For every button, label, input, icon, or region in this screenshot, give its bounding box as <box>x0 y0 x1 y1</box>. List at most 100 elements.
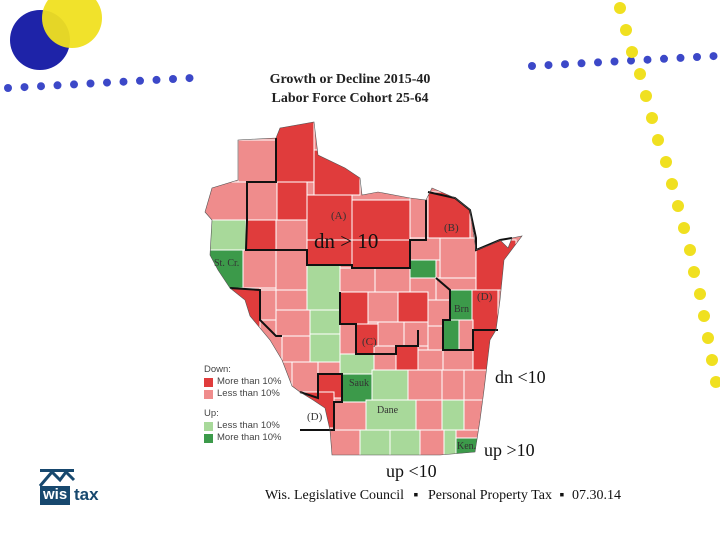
deco-dot <box>53 81 62 90</box>
county-label-ken: Ken. <box>457 441 476 452</box>
deco-dot <box>643 55 652 64</box>
county <box>242 249 277 289</box>
county <box>403 321 429 347</box>
county <box>397 291 429 323</box>
county <box>374 267 411 293</box>
legend-swatch-down-more <box>204 377 213 387</box>
county <box>306 264 341 311</box>
footer-date: 07.30.14 <box>571 488 621 503</box>
county <box>439 237 477 279</box>
county <box>377 321 405 347</box>
footer-separator: ▪ <box>559 488 565 503</box>
deco-dot <box>652 134 664 146</box>
county <box>359 429 391 455</box>
annotation-up-lt-10: up <10 <box>386 461 437 481</box>
region-label-c: (C) <box>362 336 377 348</box>
wistax-logo: wis tax <box>38 466 110 506</box>
deco-dot <box>20 83 29 92</box>
legend-item-up-less: Less than 10% <box>204 420 281 432</box>
county <box>229 287 261 329</box>
logo-mountain-icon <box>38 469 76 487</box>
deco-dot <box>185 74 194 83</box>
county <box>275 249 308 291</box>
deco-dot <box>528 62 536 70</box>
legend-item-down-less: Less than 10% <box>204 388 281 400</box>
legend-item-up-more: More than 10% <box>204 432 281 444</box>
county <box>442 319 460 351</box>
logo-wis-text: wis <box>40 486 71 505</box>
region-label-d-east: (D) <box>477 291 493 303</box>
deco-dot <box>698 310 710 322</box>
legend-label-up-less: Less than 10% <box>217 420 280 431</box>
county <box>339 353 375 375</box>
county <box>205 181 248 221</box>
region-label-a: (A) <box>331 210 347 222</box>
deco-dot <box>660 156 672 168</box>
deco-dot <box>169 75 177 83</box>
county <box>329 429 361 455</box>
deco-dot <box>4 84 12 92</box>
county <box>246 181 278 221</box>
county-label-dane: Dane <box>377 405 399 416</box>
county <box>389 429 421 455</box>
deco-dots-right <box>528 52 718 70</box>
deco-dot <box>610 57 619 66</box>
county <box>442 349 474 371</box>
county <box>259 289 277 321</box>
deco-dot <box>678 222 690 234</box>
county <box>275 309 311 337</box>
deco-dot <box>594 58 602 67</box>
county <box>245 219 277 251</box>
legend-item-down-more: More than 10% <box>204 376 281 388</box>
deco-dot <box>666 178 678 190</box>
deco-dot <box>627 56 635 65</box>
deco-dot <box>577 59 586 68</box>
deco-dot <box>136 76 144 85</box>
county <box>415 399 443 431</box>
region-labels: (A) (B) (C) (D) (D) St. Cr. Brn Sauk Dan… <box>214 210 493 452</box>
county <box>407 369 443 401</box>
county <box>472 329 499 371</box>
map-title-line1: Growth or Decline 2015-40 <box>269 72 431 87</box>
county <box>306 194 353 241</box>
deco-dot <box>646 112 658 124</box>
deco-dot <box>614 2 626 14</box>
county-label-brn: Brn <box>454 304 469 315</box>
deco-dot <box>119 77 128 86</box>
logo-tax-text: tax <box>74 485 99 504</box>
deco-dot <box>103 78 111 87</box>
deco-dot <box>152 75 161 84</box>
county <box>441 369 465 401</box>
region-label-b: (B) <box>444 222 459 234</box>
deco-dot <box>86 79 95 88</box>
deco-dot <box>672 200 684 212</box>
county <box>417 349 444 371</box>
county <box>395 345 419 371</box>
deco-dot <box>640 90 652 102</box>
county <box>371 369 409 401</box>
county <box>463 399 489 431</box>
county <box>209 219 247 251</box>
map-title-line2: Labor Force Cohort 25-64 <box>271 91 429 106</box>
deco-dot <box>693 53 701 61</box>
deco-dot <box>620 24 632 36</box>
county <box>309 309 341 335</box>
county <box>441 399 465 431</box>
deco-dots-curve <box>614 2 720 388</box>
legend-down-heading: Down: <box>204 364 231 375</box>
county <box>306 239 353 266</box>
county <box>419 429 445 455</box>
county <box>339 267 376 293</box>
legend-swatch-down-less <box>204 389 213 399</box>
county <box>276 181 308 221</box>
county <box>373 345 397 371</box>
deco-dot <box>706 354 718 366</box>
map-legend: Down: More than 10% Less than 10% Up: Le… <box>204 364 281 444</box>
footer-topic: Personal Property Tax <box>428 488 552 503</box>
deco-dot <box>676 53 685 62</box>
deco-yellow-circle <box>42 0 102 48</box>
annotation-up-gt-10: up >10 <box>484 440 535 460</box>
state-outline <box>204 121 523 456</box>
